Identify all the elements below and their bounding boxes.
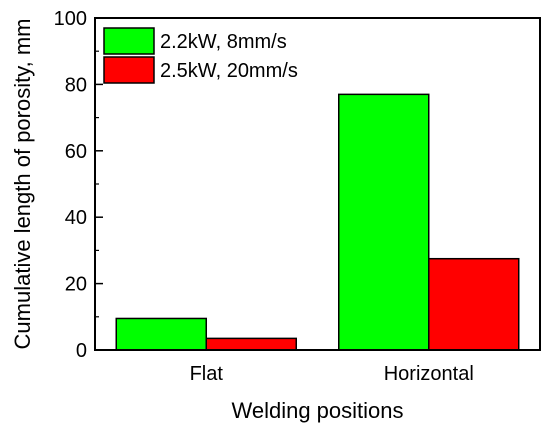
bar-flat-series-2 xyxy=(205,337,297,351)
y-tick-label: 20 xyxy=(65,274,87,296)
bars-layer xyxy=(115,93,520,351)
bar-horizontal-series-1 xyxy=(338,93,430,351)
x-tick-label: Flat xyxy=(190,363,224,385)
bar-flat-series-1 xyxy=(115,317,207,351)
bar-horizontal-series-2 xyxy=(428,257,520,351)
y-tick-label: 40 xyxy=(65,207,87,229)
y-axis-ticks: 0 20 40 60 80 100 xyxy=(54,8,103,362)
x-tick-label: Horizontal xyxy=(384,363,474,385)
y-tick-label: 60 xyxy=(65,141,87,163)
legend-label: 2.2kW, 8mm/s xyxy=(160,31,287,53)
x-axis-ticks: Flat Horizontal xyxy=(190,344,474,385)
x-axis-title: Welding positions xyxy=(231,398,403,423)
legend-label: 2.5kW, 20mm/s xyxy=(160,60,298,82)
legend-swatch xyxy=(103,27,155,55)
legend-swatch xyxy=(103,56,155,84)
legend: 2.2kW, 8mm/s 2.5kW, 20mm/s xyxy=(103,27,298,84)
y-tick-label: 80 xyxy=(65,74,87,96)
y-tick-label: 100 xyxy=(54,8,87,30)
y-axis-title: Cumulative length of porosity, mm xyxy=(10,19,35,350)
y-tick-label: 0 xyxy=(76,340,87,362)
